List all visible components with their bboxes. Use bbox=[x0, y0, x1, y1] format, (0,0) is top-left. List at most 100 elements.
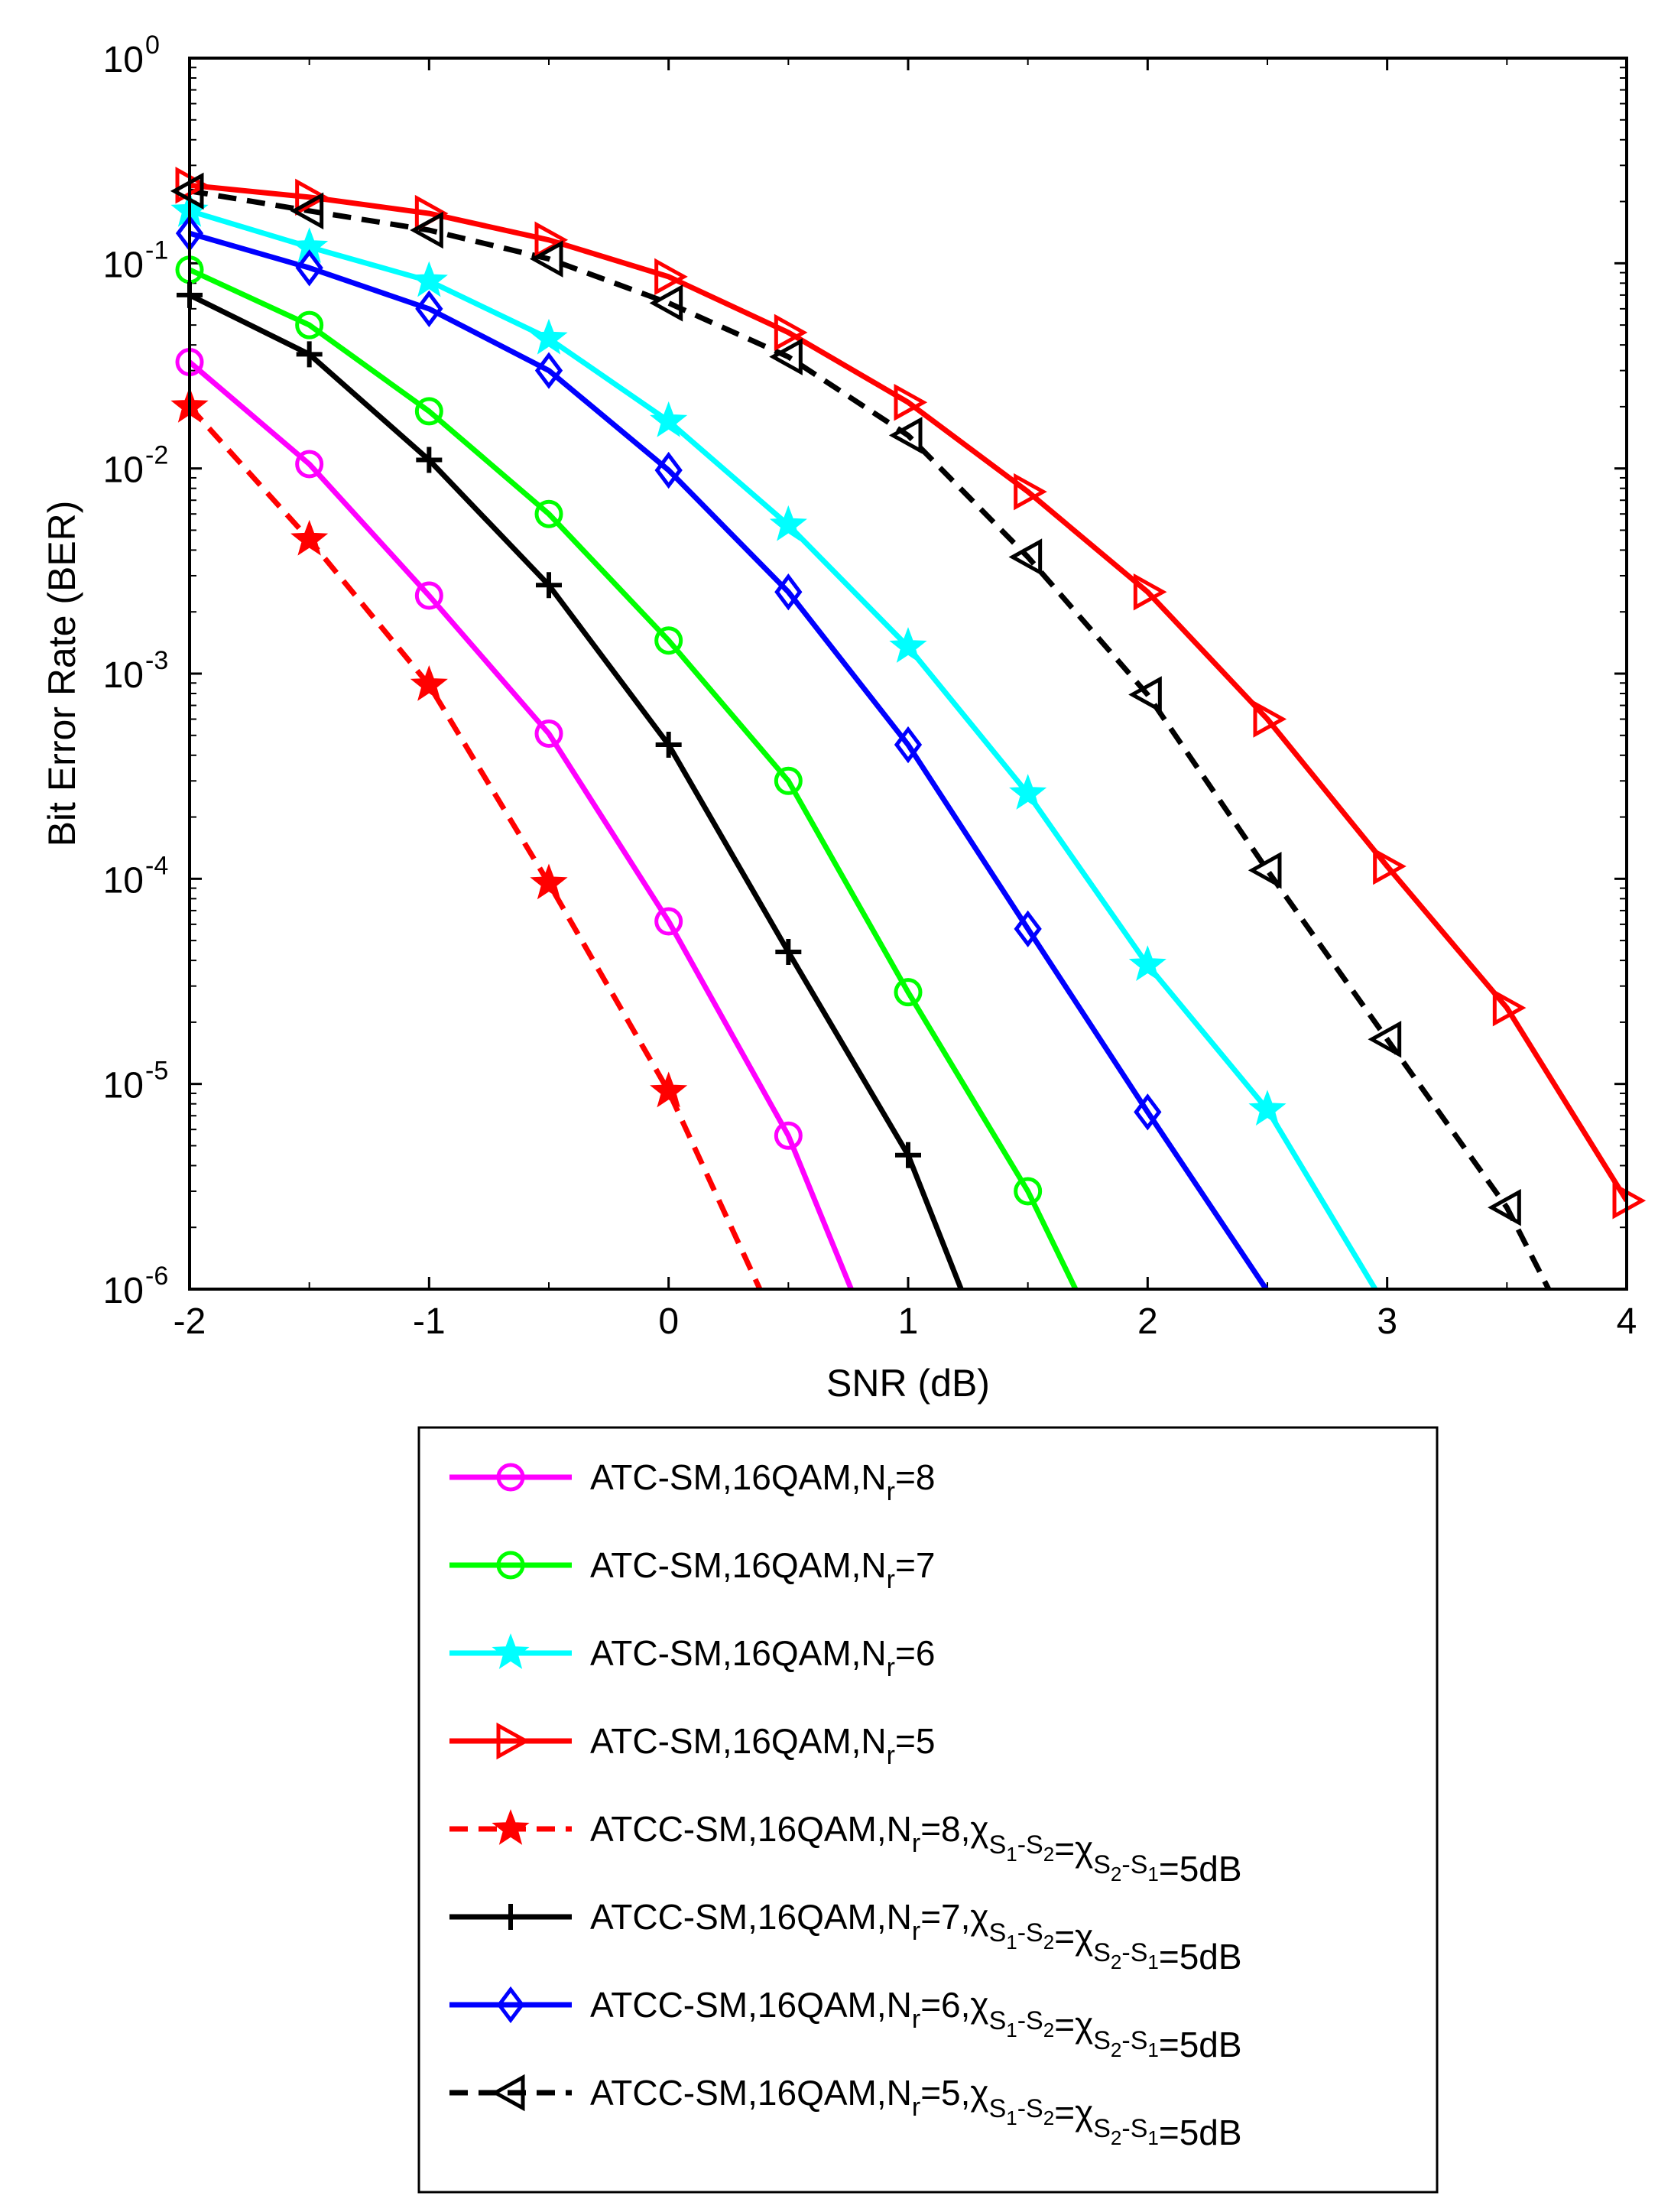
marker-diamond bbox=[415, 290, 443, 328]
marker-star bbox=[889, 627, 927, 663]
marker-triangle-right bbox=[1373, 847, 1407, 885]
marker-star bbox=[410, 665, 448, 701]
y-tick-label-exp: -3 bbox=[145, 646, 168, 675]
y-tick-label-base: 10 bbox=[103, 1271, 144, 1311]
y-tick-label-base: 10 bbox=[103, 245, 144, 285]
x-tick-label: 4 bbox=[1617, 1301, 1637, 1342]
y-tick-label-base: 10 bbox=[103, 655, 144, 696]
marker-star bbox=[650, 1071, 688, 1108]
plot-area bbox=[190, 58, 1627, 1289]
x-tick-label: 3 bbox=[1377, 1301, 1397, 1342]
x-tick-label: 2 bbox=[1137, 1301, 1158, 1342]
y-tick-label-exp: -2 bbox=[145, 441, 168, 470]
legend-entry-4: ATC-SM,16QAM,Nr=5 bbox=[449, 1721, 935, 1770]
marker-triangle-left bbox=[1248, 851, 1282, 889]
series-markers-4 bbox=[175, 167, 1647, 1220]
marker-triangle-left bbox=[888, 417, 923, 454]
legend-label: ATC-SM,16QAM,Nr=8 bbox=[590, 1457, 935, 1506]
series-markers-5 bbox=[170, 387, 688, 1108]
marker-star bbox=[530, 863, 568, 900]
x-tick-label: 0 bbox=[658, 1301, 679, 1342]
x-tick-label: 1 bbox=[898, 1301, 919, 1342]
marker-star bbox=[769, 505, 807, 541]
marker-diamond bbox=[1134, 1093, 1162, 1131]
legend-entry-1: ATC-SM,16QAM,Nr=8 bbox=[449, 1457, 935, 1506]
legend-entry-3: ATC-SM,16QAM,Nr=6 bbox=[449, 1633, 935, 1682]
marker-diamond bbox=[654, 451, 683, 489]
legend: ATC-SM,16QAM,Nr=8 ATC-SM,16QAM,Nr=7 ATC-SM… bbox=[417, 1426, 1439, 2194]
x-tick-label: -1 bbox=[413, 1301, 446, 1342]
marker-circle bbox=[774, 1121, 803, 1150]
series-line-4 bbox=[190, 182, 1627, 1203]
legend-label: ATCC-SM,16QAM,Nr=5,χS1-S2=χS2-S1=5dB bbox=[590, 2073, 1242, 2152]
marker-diamond bbox=[496, 1986, 525, 2024]
y-tick-label-exp: -4 bbox=[145, 851, 168, 880]
marker-circle bbox=[414, 397, 443, 426]
legend-label: ATCC-SM,16QAM,Nr=6,χS1-S2=χS2-S1=5dB bbox=[590, 1985, 1242, 2064]
series-line-2 bbox=[190, 267, 1079, 1289]
series-line-8 bbox=[190, 188, 1552, 1289]
legend-label: ATC-SM,16QAM,Nr=7 bbox=[590, 1545, 935, 1594]
marker-circle bbox=[654, 626, 683, 655]
marker-circle bbox=[534, 499, 563, 528]
y-tick-label-exp: -6 bbox=[145, 1262, 168, 1291]
marker-star bbox=[1248, 1090, 1287, 1126]
y-tick-label-base: 10 bbox=[103, 860, 144, 901]
marker-circle bbox=[295, 450, 324, 479]
series-line-1 bbox=[190, 359, 855, 1289]
marker-diamond bbox=[1014, 910, 1042, 948]
marker-circle bbox=[774, 766, 803, 795]
y-tick-label-exp: 0 bbox=[145, 31, 160, 60]
x-tick-labels: -2 -1 0 1 2 3 4 bbox=[174, 1301, 1637, 1342]
marker-triangle-left bbox=[1008, 538, 1043, 576]
series-markers-1 bbox=[175, 348, 803, 1150]
marker-triangle-right bbox=[1014, 473, 1047, 511]
marker-circle bbox=[414, 581, 443, 610]
marker-star bbox=[492, 1633, 530, 1669]
series-line-6 bbox=[190, 292, 965, 1289]
marker-star bbox=[1009, 774, 1047, 810]
plot-frame bbox=[188, 57, 1628, 1291]
marker-triangle-right bbox=[1133, 573, 1167, 611]
marker-circle bbox=[894, 978, 923, 1007]
marker-circle bbox=[496, 1463, 525, 1492]
marker-triangle-left bbox=[1488, 1188, 1521, 1226]
legend-entry-7: ATCC-SM,16QAM,Nr=6,χS1-S2=χS2-S1=5dB bbox=[449, 1985, 1242, 2064]
marker-triangle-right bbox=[774, 313, 808, 352]
y-tick-label-base: 10 bbox=[103, 40, 144, 80]
marker-triangle-left bbox=[410, 211, 443, 249]
marker-triangle-right bbox=[496, 1722, 531, 1760]
marker-triangle-left bbox=[649, 284, 683, 322]
y-tick-label-base: 10 bbox=[103, 450, 144, 491]
marker-circle bbox=[496, 1551, 525, 1580]
marker-triangle-left bbox=[769, 338, 803, 375]
marker-triangle-left bbox=[290, 192, 324, 230]
marker-circle bbox=[1014, 1177, 1043, 1206]
series-markers-8 bbox=[170, 172, 1521, 1226]
legend-label: ATCC-SM,16QAM,Nr=7,χS1-S2=χS2-S1=5dB bbox=[590, 1897, 1242, 1977]
y-tick-label-base: 10 bbox=[103, 1066, 144, 1106]
series-line-7 bbox=[190, 230, 1270, 1289]
series-markers bbox=[170, 167, 1647, 1226]
marker-circle bbox=[295, 310, 324, 339]
y-tick-label-exp: -5 bbox=[145, 1057, 168, 1086]
marker-star bbox=[650, 401, 688, 437]
marker-triangle-left bbox=[1128, 676, 1162, 713]
legend-label: ATCC-SM,16QAM,Nr=8,χS1-S2=χS2-S1=5dB bbox=[590, 1809, 1242, 1889]
legend-label: ATC-SM,16QAM,Nr=5 bbox=[590, 1721, 935, 1770]
marker-triangle-right bbox=[894, 383, 928, 421]
marker-circle bbox=[654, 907, 683, 936]
marker-triangle-right bbox=[1492, 989, 1527, 1027]
marker-diamond bbox=[295, 249, 323, 287]
legend-label: ATC-SM,16QAM,Nr=6 bbox=[590, 1633, 935, 1682]
x-tick-label: -2 bbox=[174, 1301, 206, 1342]
legend-entry-8: ATCC-SM,16QAM,Nr=5,χS1-S2=χS2-S1=5dB bbox=[449, 2073, 1242, 2152]
marker-star bbox=[1128, 945, 1166, 981]
marker-triangle-left bbox=[1368, 1021, 1402, 1058]
marker-circle bbox=[534, 719, 563, 748]
marker-triangle-right bbox=[1253, 700, 1287, 738]
x-axis-label: SNR (dB) bbox=[826, 1362, 990, 1405]
series-markers-7 bbox=[175, 214, 1162, 1131]
